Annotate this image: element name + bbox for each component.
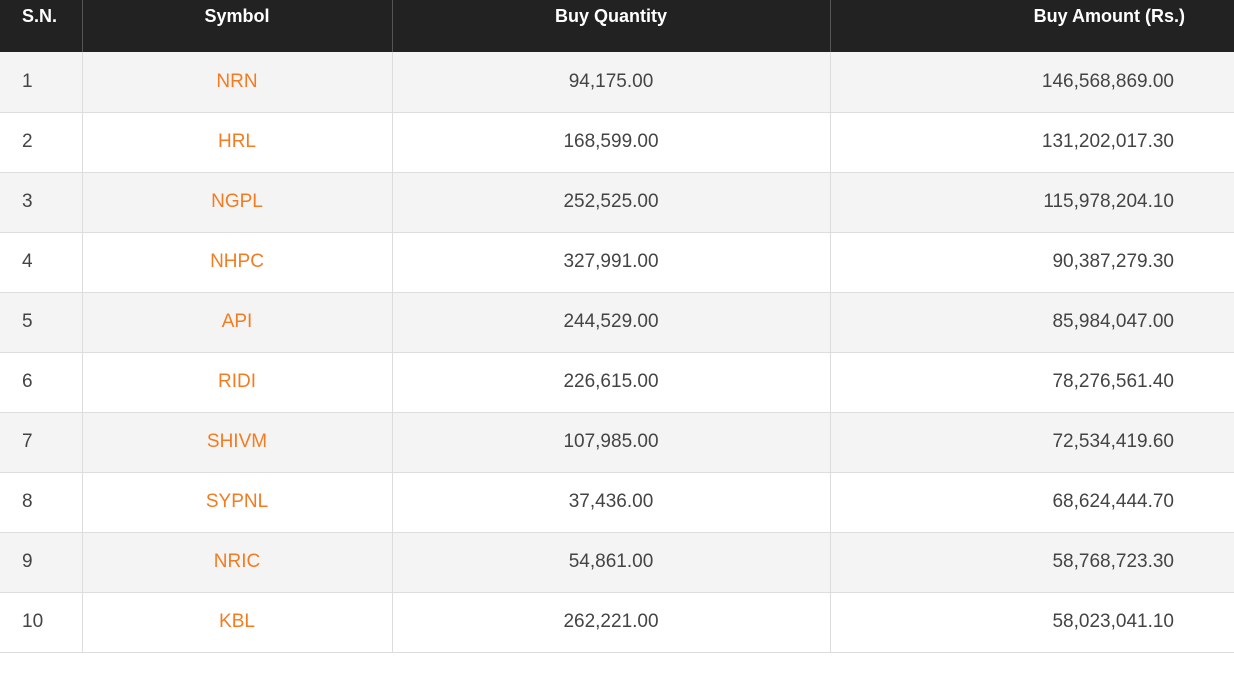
cell-buy-amount: 131,202,017.30 xyxy=(1041,131,1174,152)
cell-buy-amount: 85,984,047.00 xyxy=(1052,311,1174,332)
cell-sn: 1 xyxy=(0,52,83,112)
table-row: 3 NGPL 252,525.00 115,978,204.10 xyxy=(0,172,1234,232)
table-row: 4 NHPC 327,991.00 90,387,279.30 xyxy=(0,232,1234,292)
header-buy-quantity[interactable]: Buy Quantity xyxy=(392,0,831,52)
table-row: 10 KBL 262,221.00 58,023,041.10 xyxy=(0,592,1234,652)
symbol-link[interactable]: NRIC xyxy=(213,551,261,572)
cell-buy-amount: 146,568,869.00 xyxy=(1041,70,1174,92)
table-header: S.N. Symbol Buy Quantity Buy Amount (Rs.… xyxy=(0,0,1234,52)
symbol-link[interactable]: RIDI xyxy=(218,371,256,392)
cell-symbol: RIDI xyxy=(82,352,393,412)
table-row: 2 HRL 168,599.00 131,202,017.30 xyxy=(0,112,1234,172)
cell-sn: 8 xyxy=(0,472,83,532)
cell-buy-amount: 90,387,279.30 xyxy=(1052,251,1174,272)
cell-buy-amount: 58,023,041.10 xyxy=(1052,611,1174,632)
table-row: 9 NRIC 54,861.00 58,768,723.30 xyxy=(0,532,1234,592)
symbol-link[interactable]: NGPL xyxy=(211,191,263,212)
table-row: 5 API 244,529.00 85,984,047.00 xyxy=(0,292,1234,352)
cell-buy-quantity: 54,861.00 xyxy=(392,532,831,592)
header-sn[interactable]: S.N. xyxy=(0,0,83,52)
cell-sn: 4 xyxy=(0,232,83,292)
cell-buy-quantity: 262,221.00 xyxy=(392,592,831,652)
cell-symbol: SHIVM xyxy=(82,412,393,472)
cell-buy-quantity: 107,985.00 xyxy=(392,412,831,472)
cell-buy-amount: 78,276,561.40 xyxy=(1052,371,1174,392)
table-row: 7 SHIVM 107,985.00 72,534,419.60 xyxy=(0,412,1234,472)
header-symbol[interactable]: Symbol xyxy=(82,0,393,52)
cell-buy-quantity: 244,529.00 xyxy=(392,292,831,352)
cell-symbol: HRL xyxy=(82,112,393,172)
cell-symbol: NRIC xyxy=(82,532,393,592)
cell-sn: 7 xyxy=(0,412,83,472)
cell-symbol: KBL xyxy=(82,592,393,652)
top-buyers-table: S.N. Symbol Buy Quantity Buy Amount (Rs.… xyxy=(0,0,1234,652)
cell-buy-amount: 68,624,444.70 xyxy=(1052,491,1174,512)
cell-sn: 5 xyxy=(0,292,83,352)
cell-buy-amount: 58,768,723.30 xyxy=(1052,551,1174,572)
cell-buy-quantity: 168,599.00 xyxy=(392,112,831,172)
symbol-link[interactable]: NHPC xyxy=(210,251,264,272)
table-row: 1 NRN 94,175.00 146,568,869.00 xyxy=(0,52,1234,112)
symbol-link[interactable]: SYPNL xyxy=(205,491,269,512)
symbol-link[interactable]: SHIVM xyxy=(206,431,268,452)
cell-sn: 6 xyxy=(0,352,83,412)
cell-buy-amount: 72,534,419.60 xyxy=(1052,431,1174,452)
cell-symbol: SYPNL xyxy=(82,472,393,532)
cell-symbol: NHPC xyxy=(82,232,393,292)
cell-sn: 9 xyxy=(0,532,83,592)
cell-sn: 3 xyxy=(0,172,83,232)
cell-symbol: API xyxy=(82,292,393,352)
cell-buy-quantity: 37,436.00 xyxy=(392,472,831,532)
table-body: 1 NRN 94,175.00 146,568,869.00 2 HRL 168… xyxy=(0,52,1234,652)
cell-buy-quantity: 226,615.00 xyxy=(392,352,831,412)
cell-symbol: NRN xyxy=(82,52,393,112)
symbol-link[interactable]: HRL xyxy=(217,131,256,152)
header-buy-amount[interactable]: Buy Amount (Rs.) xyxy=(1033,5,1185,26)
cell-sn: 2 xyxy=(0,112,83,172)
symbol-link[interactable]: NRN xyxy=(216,70,258,92)
cell-buy-quantity: 252,525.00 xyxy=(392,172,831,232)
cell-sn: 10 xyxy=(0,592,83,652)
symbol-link[interactable]: API xyxy=(221,311,253,332)
table-row: 8 SYPNL 37,436.00 68,624,444.70 xyxy=(0,472,1234,532)
cell-buy-quantity: 327,991.00 xyxy=(392,232,831,292)
cell-symbol: NGPL xyxy=(82,172,393,232)
cell-buy-amount: 115,978,204.10 xyxy=(1043,191,1174,212)
table-row: 6 RIDI 226,615.00 78,276,561.40 xyxy=(0,352,1234,412)
header-row: S.N. Symbol Buy Quantity Buy Amount (Rs.… xyxy=(0,0,1234,52)
cell-buy-quantity: 94,175.00 xyxy=(392,52,831,112)
symbol-link[interactable]: KBL xyxy=(219,611,255,632)
